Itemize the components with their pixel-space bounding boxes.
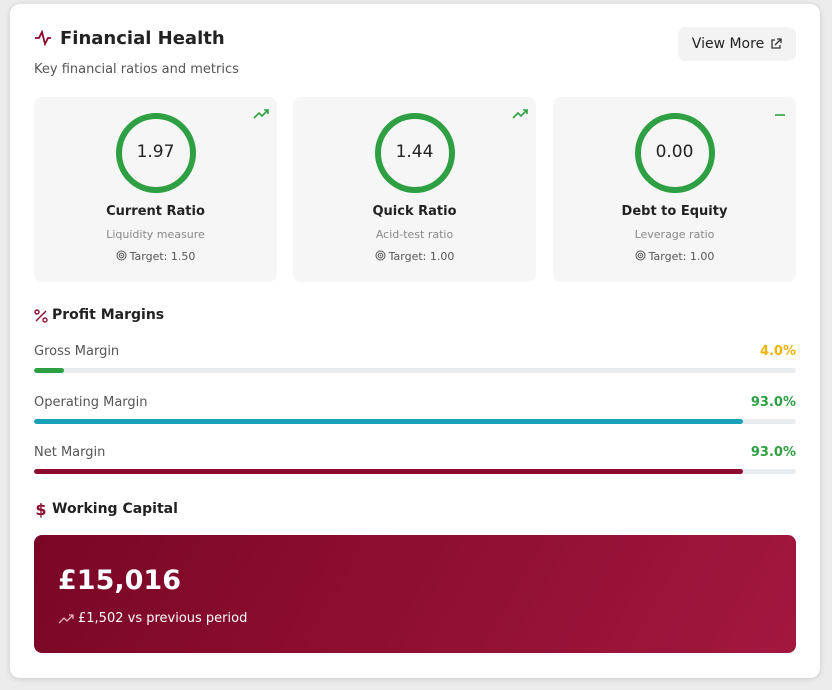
ratio-target: Target: 1.00 (553, 250, 796, 263)
target-text: Target: 1.00 (648, 250, 715, 263)
trend-icon (512, 109, 528, 119)
margin-bar (34, 419, 743, 424)
margin-label: Operating Margin (34, 395, 148, 410)
ratio-name: Current Ratio (106, 204, 205, 219)
ratio-value: 0.00 (655, 142, 694, 162)
margin-value: 93.0% (750, 445, 796, 460)
target-icon (375, 250, 386, 261)
external-icon (771, 38, 782, 49)
ratio-target: Target: 1.50 (34, 250, 277, 263)
ratio-description: Leverage ratio (634, 228, 715, 241)
section-title: Working Capital (52, 501, 178, 517)
pulse-icon (35, 30, 51, 46)
margin-track (34, 469, 796, 474)
margin-track (34, 419, 796, 424)
button-label[interactable]: View More (691, 36, 765, 52)
margin-label: Gross Margin (34, 344, 120, 359)
trend-icon (58, 613, 74, 623)
ratio-card: 1.44 Quick Ratio Acid-test ratio Target: 1.… (293, 97, 536, 282)
trend-icon (253, 109, 269, 119)
ratio-value: 1.97 (136, 142, 175, 162)
ratio-ring (375, 113, 455, 193)
amount: £15,016 (58, 565, 181, 596)
margin-track (34, 368, 796, 373)
view-more-button[interactable]: View More (678, 27, 796, 61)
margin-value: 4.0% (759, 344, 796, 359)
ratio-ring (635, 113, 715, 193)
margin-bar (34, 469, 743, 474)
margin-value: 93.0% (750, 395, 796, 410)
trend-icon (775, 114, 785, 116)
title: Financial Health (60, 28, 225, 49)
margin-label: Net Margin (34, 445, 106, 460)
ratio-name: Debt to Equity (621, 204, 728, 219)
ratio-name: Quick Ratio (372, 204, 457, 219)
dollar-icon: $ (35, 501, 46, 519)
svg-text:$: $ (35, 501, 46, 519)
change-text: £1,502 vs previous period (78, 611, 248, 626)
ratio-description: Acid-test ratio (375, 228, 454, 241)
ratio-card: 0.00 Debt to Equity Leverage ratio Target: … (553, 97, 796, 282)
ratio-target: Target: 1.00 (293, 250, 536, 263)
working-capital-panel: £15,016 £1,502 vs previous period (34, 535, 796, 653)
financial-health-card: Financial Health Key financial ratios an… (10, 4, 820, 678)
ratio-value: 1.44 (395, 142, 434, 162)
target-icon (116, 250, 127, 261)
ratio-description: Liquidity measure (106, 228, 205, 241)
section-title: Profit Margins (52, 307, 165, 323)
target-text: Target: 1.00 (388, 250, 455, 263)
ratio-card: 1.97 Current Ratio Liquidity measure Target… (34, 97, 277, 282)
target-text: Target: 1.50 (129, 250, 196, 263)
change: £1,502 vs previous period (58, 611, 247, 626)
margin-bar (34, 368, 65, 373)
subtitle: Key financial ratios and metrics (34, 62, 239, 77)
target-icon (635, 250, 646, 261)
ratio-ring (116, 113, 196, 193)
percent-icon (34, 309, 48, 323)
